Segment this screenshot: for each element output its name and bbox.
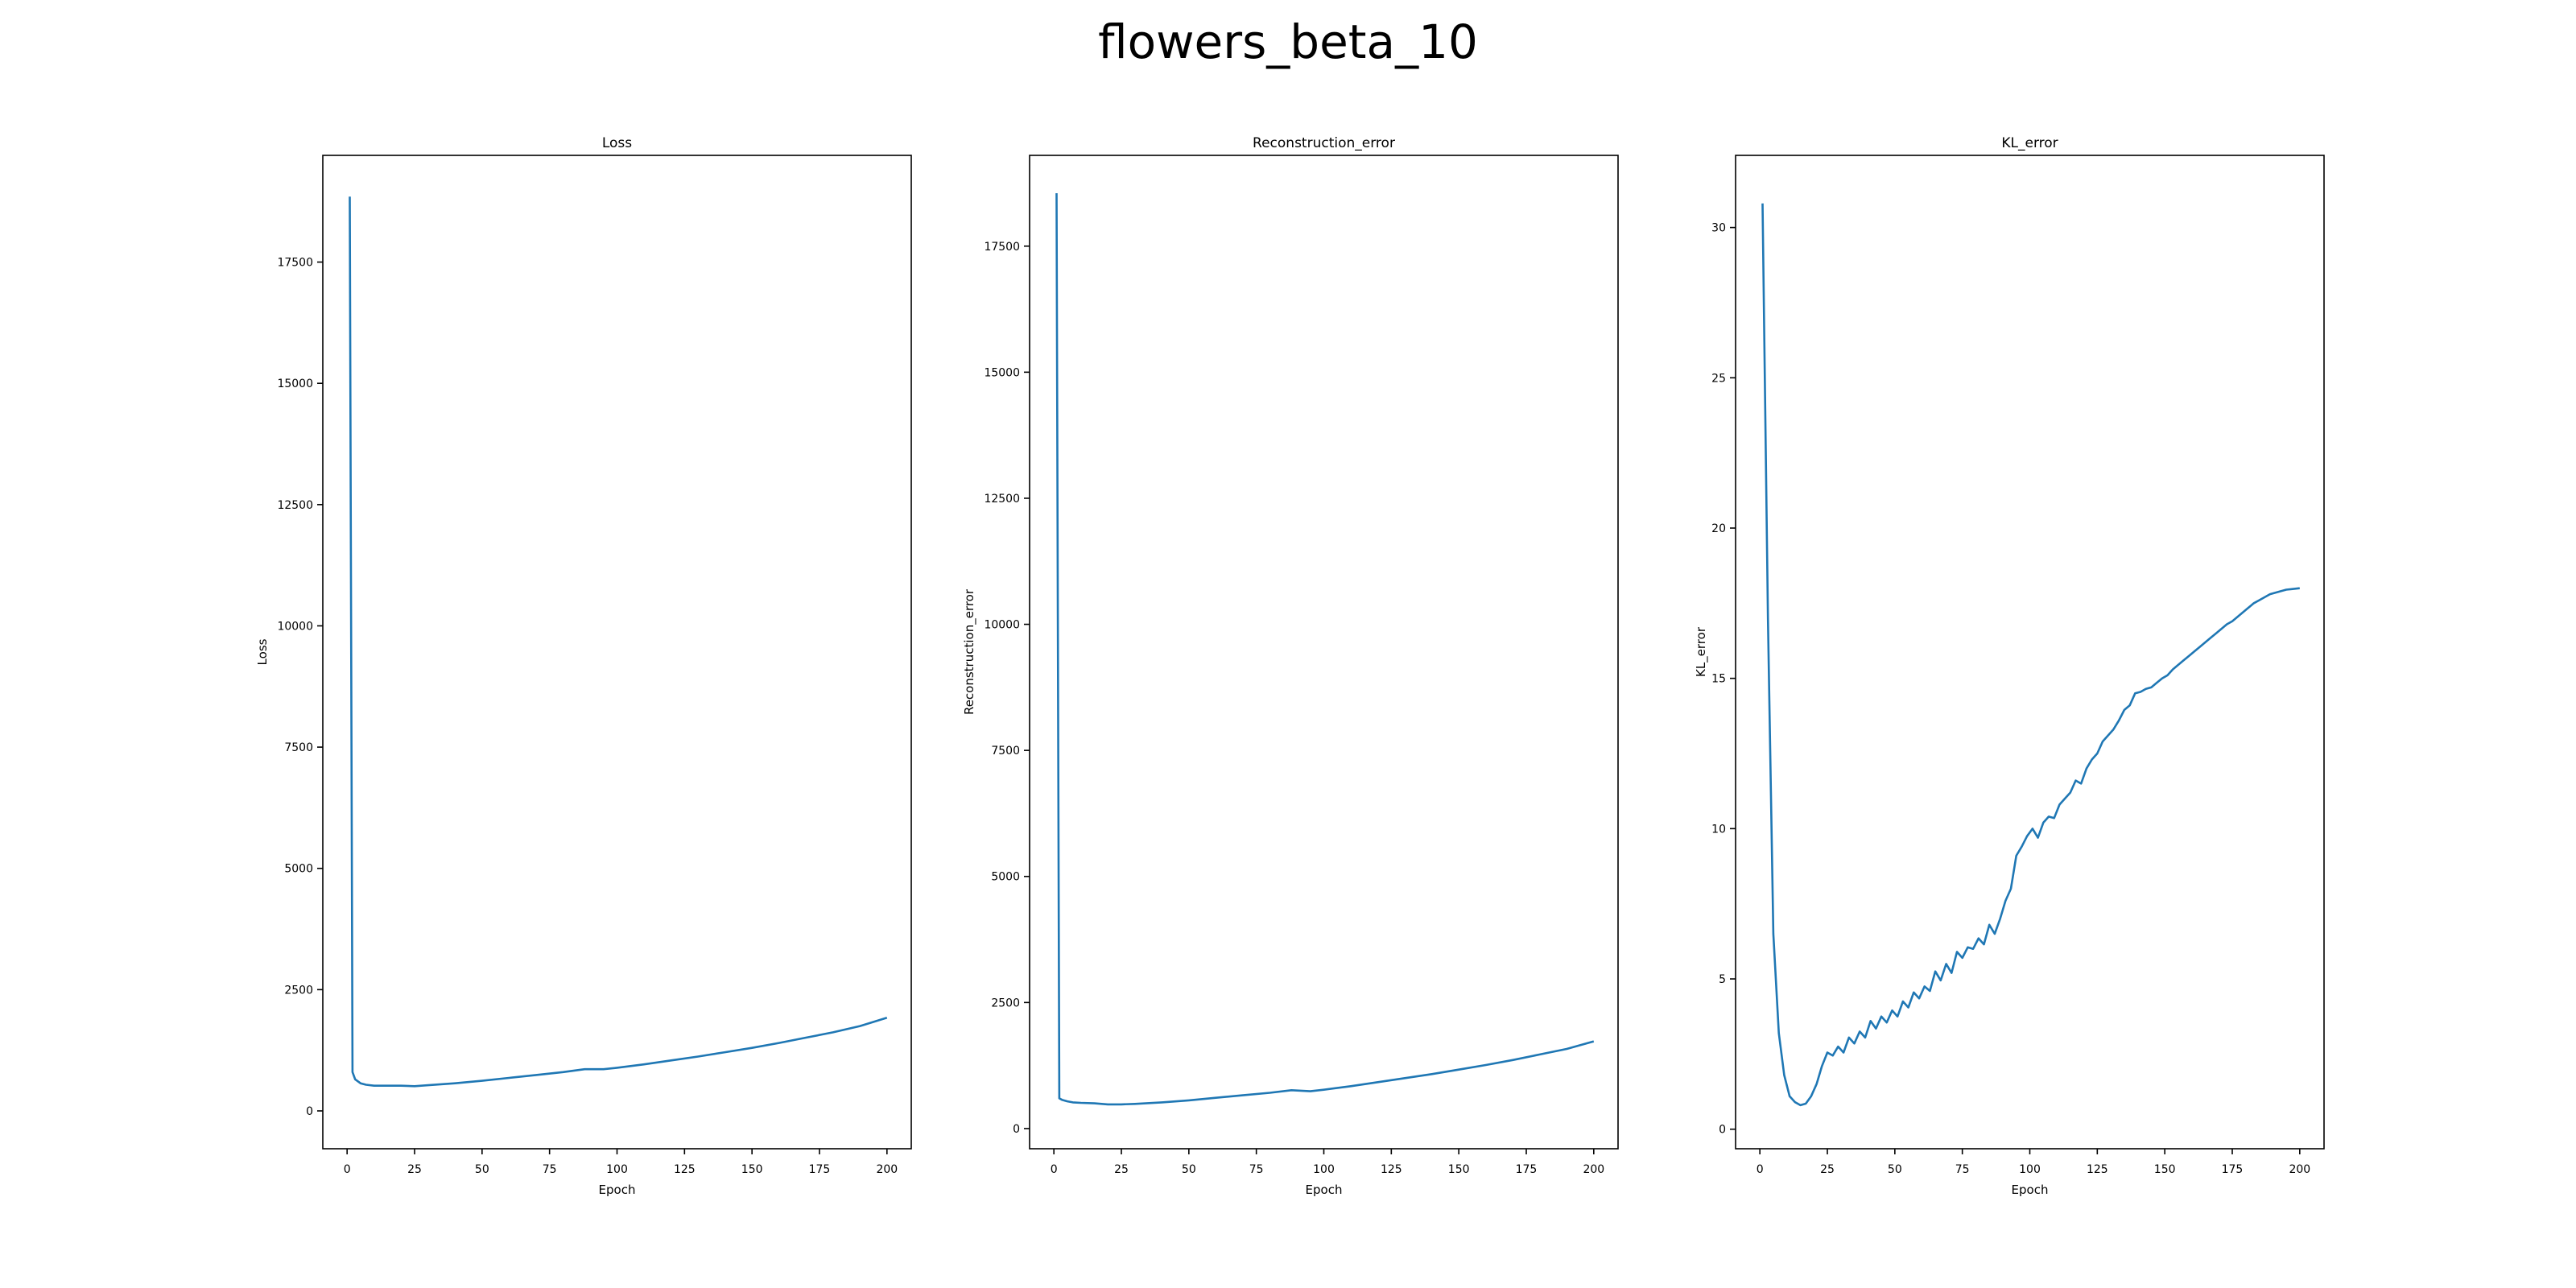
plot-frame	[1735, 155, 2325, 1150]
y-tick-label: 10000	[984, 619, 1020, 632]
x-tick-label: 0	[344, 1163, 351, 1176]
y-tick-label: 10	[1711, 823, 1726, 836]
series-line	[1761, 203, 2300, 1107]
x-tick-label: 200	[1583, 1163, 1604, 1176]
x-tick-label: 125	[1381, 1163, 1402, 1176]
x-tick-label: 100	[1313, 1163, 1335, 1176]
x-tick-label: 200	[876, 1163, 898, 1176]
series-line	[1055, 192, 1595, 1106]
x-tick-label: 100	[606, 1163, 628, 1176]
x-tick-label: 75	[543, 1163, 557, 1176]
x-tick-label: 0	[1051, 1163, 1058, 1176]
x-tick-label: 175	[1516, 1163, 1538, 1176]
x-axis-label: Epoch	[1306, 1183, 1343, 1197]
y-tick-label: 17500	[277, 257, 313, 270]
x-tick-label: 150	[1448, 1163, 1470, 1176]
y-tick-label: 20	[1711, 522, 1726, 535]
y-tick-label: 5000	[991, 871, 1020, 884]
y-tick-label: 17500	[984, 241, 1020, 254]
x-tick-label: 75	[1249, 1163, 1264, 1176]
y-axis-label: KL_error	[1694, 626, 1709, 677]
x-tick-label: 50	[1182, 1163, 1196, 1176]
x-axis-label: Epoch	[2012, 1183, 2049, 1197]
y-tick-label: 30	[1711, 222, 1726, 235]
y-tick-label: 5000	[284, 863, 313, 876]
x-tick-label: 25	[407, 1163, 422, 1176]
x-tick-label: 125	[2087, 1163, 2108, 1176]
x-tick-label: 150	[741, 1163, 763, 1176]
x-axis-label: Epoch	[599, 1183, 636, 1197]
y-tick-label: 15000	[984, 366, 1020, 379]
x-tick-label: 25	[1820, 1163, 1835, 1176]
y-tick-label: 15000	[277, 378, 313, 390]
y-tick-label: 15	[1711, 673, 1726, 686]
y-tick-label: 7500	[991, 745, 1020, 758]
x-tick-label: 50	[1888, 1163, 1902, 1176]
x-tick-label: 0	[1757, 1163, 1764, 1176]
subplot-title: KL_error	[2001, 135, 2058, 151]
y-axis-label: Loss	[255, 638, 270, 665]
x-tick-label: 50	[475, 1163, 489, 1176]
x-tick-label: 200	[2289, 1163, 2310, 1176]
y-axis-label: Reconstruction_error	[962, 588, 977, 715]
y-tick-label: 2500	[284, 984, 313, 997]
y-tick-label: 7500	[284, 741, 313, 754]
series-line	[349, 196, 888, 1088]
y-tick-label: 0	[1719, 1124, 1726, 1137]
y-tick-label: 0	[1013, 1123, 1020, 1136]
x-tick-label: 25	[1114, 1163, 1129, 1176]
x-tick-label: 75	[1955, 1163, 1970, 1176]
y-tick-label: 2500	[991, 997, 1020, 1009]
y-tick-label: 0	[306, 1105, 313, 1118]
x-tick-label: 175	[2222, 1163, 2244, 1176]
subplot-title: Loss	[602, 135, 632, 151]
y-tick-label: 10000	[277, 620, 313, 633]
y-tick-label: 25	[1711, 372, 1726, 385]
y-tick-label: 12500	[277, 499, 313, 512]
subplot-title: Reconstruction_error	[1253, 135, 1395, 151]
x-tick-label: 100	[2019, 1163, 2041, 1176]
x-tick-label: 125	[674, 1163, 696, 1176]
y-tick-label: 5	[1719, 973, 1726, 986]
x-tick-label: 175	[809, 1163, 831, 1176]
plot-frame	[1029, 155, 1619, 1150]
figure-title: flowers_beta_10	[1098, 14, 1478, 69]
plot-frame	[322, 155, 912, 1150]
x-tick-label: 150	[2154, 1163, 2176, 1176]
y-tick-label: 12500	[984, 493, 1020, 506]
